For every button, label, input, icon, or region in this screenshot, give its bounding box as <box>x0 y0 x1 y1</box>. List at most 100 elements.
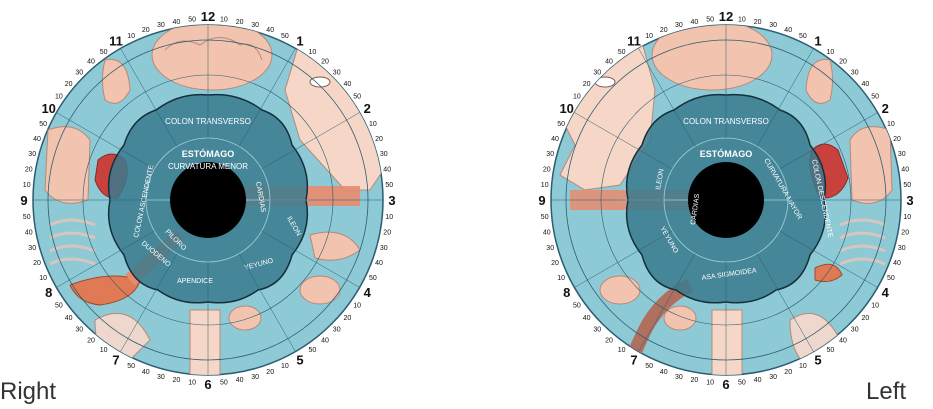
hour-label-5: 5 <box>296 352 303 367</box>
hour-label-1: 1 <box>296 34 303 49</box>
hour-label-3: 3 <box>906 193 913 208</box>
minute-label: 10 <box>903 214 911 221</box>
minute-label: 20 <box>754 19 762 26</box>
hour-label-11: 11 <box>109 34 123 49</box>
hour-label-2: 2 <box>364 101 371 116</box>
minute-label: 20 <box>65 81 73 88</box>
hour-label-4: 4 <box>364 285 372 300</box>
minute-label: 30 <box>675 374 683 381</box>
minute-label: 40 <box>173 19 181 26</box>
hour-label-4: 4 <box>882 285 890 300</box>
right-stomach-title: ESTÓMAGO <box>182 148 235 159</box>
minute-label: 50 <box>557 121 565 128</box>
minute-label: 30 <box>851 69 859 76</box>
minute-label: 30 <box>251 22 259 29</box>
kidney-illustration <box>664 306 696 330</box>
minute-label: 10 <box>369 121 377 128</box>
minute-label: 10 <box>39 275 47 282</box>
hour-label-11: 11 <box>627 34 641 49</box>
hour-label-6: 6 <box>204 377 211 392</box>
left-side-label: Left <box>866 378 906 406</box>
minute-label: 20 <box>173 377 181 384</box>
minute-label: 30 <box>157 22 165 29</box>
minute-label: 50 <box>799 33 807 40</box>
minute-label: 50 <box>369 275 377 282</box>
minute-label: 30 <box>546 151 554 158</box>
minute-label: 30 <box>546 245 554 252</box>
hour-label-9: 9 <box>538 193 545 208</box>
right-pupil <box>170 162 246 238</box>
bladder-illustration <box>600 276 640 304</box>
minute-label: 40 <box>839 337 847 344</box>
minute-label: 20 <box>691 377 699 384</box>
brain-illustration <box>652 20 772 90</box>
hour-label-8: 8 <box>45 285 52 300</box>
minute-label: 30 <box>75 69 83 76</box>
minute-label: 40 <box>862 81 870 88</box>
minute-label: 10 <box>220 17 228 24</box>
minute-label: 40 <box>383 166 391 173</box>
minute-label: 40 <box>236 377 244 384</box>
minute-label: 40 <box>321 337 329 344</box>
minute-label: 30 <box>251 374 259 381</box>
hour-label-5: 5 <box>814 352 821 367</box>
hour-label-8: 8 <box>563 285 570 300</box>
minute-label: 20 <box>605 337 613 344</box>
minute-label: 50 <box>645 363 653 370</box>
minute-label: 50 <box>871 94 879 101</box>
minute-label: 10 <box>55 94 63 101</box>
left-stomach-title: ESTÓMAGO <box>700 148 753 159</box>
hour-label-3: 3 <box>388 193 395 208</box>
kidney-illustration <box>229 306 261 330</box>
minute-label: 20 <box>33 260 41 267</box>
minute-label: 10 <box>827 49 835 56</box>
minute-label: 50 <box>887 275 895 282</box>
minute-label: 50 <box>220 379 228 386</box>
minute-label: 50 <box>353 94 361 101</box>
hour-label-7: 7 <box>630 352 637 367</box>
minute-label: 20 <box>551 260 559 267</box>
minute-label: 30 <box>675 22 683 29</box>
minute-label: 30 <box>75 327 83 334</box>
minute-label: 40 <box>266 27 274 34</box>
minute-label: 20 <box>321 59 329 66</box>
minute-label: 10 <box>281 363 289 370</box>
hour-label-9: 9 <box>20 193 27 208</box>
minute-label: 40 <box>33 136 41 143</box>
minute-label: 20 <box>25 166 33 173</box>
minute-label: 40 <box>65 315 73 322</box>
minute-label: 10 <box>353 302 361 309</box>
minute-label: 50 <box>100 49 108 56</box>
eye-illustration <box>595 77 615 87</box>
minute-label: 40 <box>901 166 909 173</box>
minute-label: 10 <box>871 302 879 309</box>
minute-label: 10 <box>309 49 317 56</box>
minute-label: 20 <box>266 369 274 376</box>
minute-label: 20 <box>543 166 551 173</box>
bladder-illustration <box>300 276 340 304</box>
minute-label: 20 <box>344 315 352 322</box>
minute-label: 50 <box>706 17 714 24</box>
minute-label: 20 <box>87 337 95 344</box>
minute-label: 30 <box>157 374 165 381</box>
minute-label: 30 <box>593 69 601 76</box>
minute-label: 20 <box>893 136 901 143</box>
minute-label: 10 <box>573 94 581 101</box>
minute-label: 10 <box>385 214 393 221</box>
minute-label: 30 <box>769 374 777 381</box>
minute-label: 10 <box>557 275 565 282</box>
minute-label: 50 <box>618 49 626 56</box>
minute-label: 30 <box>769 22 777 29</box>
minute-label: 20 <box>375 136 383 143</box>
minute-label: 30 <box>898 245 906 252</box>
minute-label: 20 <box>142 27 150 34</box>
minute-label: 20 <box>236 19 244 26</box>
minute-label: 10 <box>23 182 31 189</box>
minute-label: 10 <box>541 182 549 189</box>
hour-label-7: 7 <box>112 352 119 367</box>
hour-label-10: 10 <box>559 101 573 116</box>
minute-label: 20 <box>583 81 591 88</box>
minute-label: 50 <box>738 379 746 386</box>
minute-label: 40 <box>754 377 762 384</box>
